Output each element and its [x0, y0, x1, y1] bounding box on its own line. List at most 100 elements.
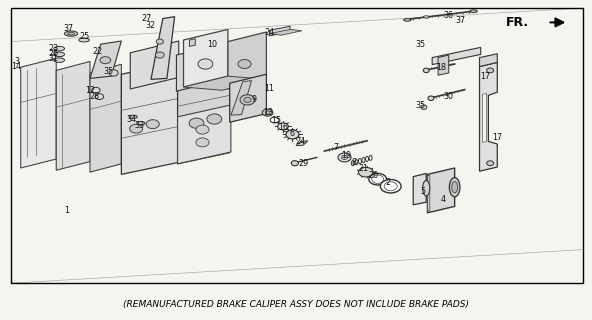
Text: 29: 29	[298, 159, 309, 168]
Text: 27: 27	[141, 14, 152, 23]
Polygon shape	[90, 64, 121, 172]
Ellipse shape	[342, 156, 348, 160]
Text: 8: 8	[352, 158, 356, 167]
Text: 31: 31	[49, 54, 58, 63]
Text: 24: 24	[295, 137, 305, 146]
Text: 36: 36	[444, 11, 453, 20]
Polygon shape	[482, 93, 487, 142]
Polygon shape	[90, 41, 121, 78]
Ellipse shape	[95, 94, 104, 100]
Text: 35: 35	[415, 40, 426, 49]
Text: 17: 17	[480, 72, 491, 81]
Polygon shape	[21, 58, 56, 168]
Polygon shape	[231, 81, 252, 115]
Ellipse shape	[155, 52, 164, 58]
Polygon shape	[121, 62, 178, 174]
Text: FR.: FR.	[506, 16, 529, 29]
Text: 23: 23	[48, 44, 59, 52]
Text: 32: 32	[146, 21, 156, 30]
Text: 14: 14	[12, 62, 21, 71]
Text: 1: 1	[64, 206, 69, 215]
Ellipse shape	[156, 39, 163, 44]
Ellipse shape	[358, 167, 373, 177]
Ellipse shape	[380, 180, 401, 193]
Ellipse shape	[452, 182, 458, 193]
Ellipse shape	[270, 117, 279, 123]
Polygon shape	[184, 29, 228, 87]
Text: 20: 20	[368, 171, 379, 180]
Ellipse shape	[372, 175, 384, 183]
Ellipse shape	[244, 97, 251, 102]
Text: 22: 22	[92, 47, 103, 56]
Ellipse shape	[189, 118, 204, 128]
Polygon shape	[427, 168, 455, 213]
Text: 18: 18	[436, 63, 446, 72]
Ellipse shape	[196, 125, 209, 134]
Text: 17: 17	[492, 133, 503, 142]
Ellipse shape	[423, 180, 430, 196]
Polygon shape	[56, 61, 90, 170]
Text: 12: 12	[85, 86, 95, 95]
Text: 35: 35	[415, 101, 426, 110]
Text: 30: 30	[444, 92, 453, 100]
Ellipse shape	[198, 59, 213, 69]
Text: 5: 5	[421, 187, 426, 196]
Text: (REMANUFACTURED BRAKE CALIPER ASSY DOES NOT INCLUDE BRAKE PADS): (REMANUFACTURED BRAKE CALIPER ASSY DOES …	[123, 300, 469, 309]
Polygon shape	[438, 55, 449, 75]
Text: 34: 34	[127, 115, 136, 124]
Ellipse shape	[487, 161, 494, 166]
Ellipse shape	[67, 32, 75, 35]
Ellipse shape	[54, 52, 65, 57]
Polygon shape	[228, 32, 266, 89]
Ellipse shape	[487, 68, 494, 73]
Polygon shape	[427, 175, 430, 211]
Text: 37: 37	[455, 16, 466, 25]
Ellipse shape	[423, 68, 429, 73]
Ellipse shape	[428, 96, 434, 100]
Polygon shape	[413, 173, 426, 205]
Ellipse shape	[129, 115, 137, 118]
Ellipse shape	[384, 182, 397, 191]
Ellipse shape	[240, 95, 255, 105]
Ellipse shape	[286, 130, 299, 139]
Text: 15: 15	[271, 116, 281, 125]
Ellipse shape	[423, 16, 429, 18]
Text: 19: 19	[341, 151, 352, 160]
Ellipse shape	[369, 173, 387, 185]
Text: 7: 7	[334, 143, 339, 152]
Ellipse shape	[265, 111, 270, 115]
Polygon shape	[480, 62, 497, 171]
Ellipse shape	[404, 19, 411, 21]
Ellipse shape	[291, 161, 298, 166]
Text: 2: 2	[385, 178, 390, 187]
Ellipse shape	[79, 38, 89, 42]
Ellipse shape	[238, 60, 251, 68]
Polygon shape	[189, 39, 195, 46]
Ellipse shape	[100, 57, 111, 64]
Ellipse shape	[54, 46, 65, 51]
Ellipse shape	[109, 70, 118, 76]
Ellipse shape	[146, 120, 159, 129]
Ellipse shape	[92, 87, 100, 93]
Polygon shape	[296, 141, 308, 146]
Text: 35: 35	[103, 67, 114, 76]
Polygon shape	[151, 17, 175, 79]
Ellipse shape	[207, 114, 221, 124]
Text: 37: 37	[63, 24, 74, 33]
Text: 33: 33	[135, 121, 144, 130]
Text: 13: 13	[263, 108, 273, 116]
Polygon shape	[480, 54, 497, 67]
Text: 4: 4	[440, 195, 445, 204]
Text: 28: 28	[89, 92, 100, 100]
Ellipse shape	[338, 153, 351, 162]
Text: 6: 6	[289, 129, 294, 138]
Ellipse shape	[470, 10, 477, 12]
Ellipse shape	[54, 58, 65, 62]
Polygon shape	[178, 105, 231, 164]
Bar	[11, 8, 583, 283]
Text: 21: 21	[358, 164, 369, 173]
Polygon shape	[178, 61, 230, 164]
Ellipse shape	[137, 122, 145, 125]
Ellipse shape	[421, 105, 427, 109]
Ellipse shape	[262, 109, 273, 116]
